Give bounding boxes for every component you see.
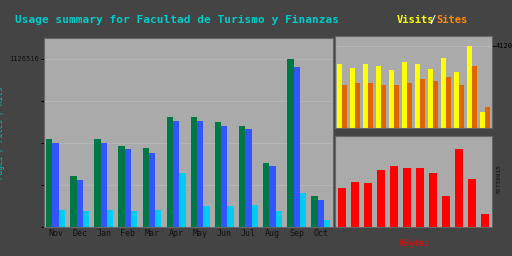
Bar: [480, 112, 485, 128]
Bar: [441, 58, 446, 128]
Bar: [317, 200, 324, 227]
Bar: [364, 183, 372, 227]
Bar: [351, 182, 359, 227]
Text: Usage summary for Facultad de Turismo y Finanzas: Usage summary for Facultad de Turismo y …: [15, 15, 339, 25]
Bar: [355, 83, 360, 128]
Bar: [390, 166, 398, 227]
Bar: [221, 126, 227, 227]
Bar: [459, 85, 464, 128]
Bar: [197, 121, 203, 227]
Bar: [215, 122, 221, 227]
Bar: [203, 206, 209, 227]
Bar: [107, 210, 113, 227]
Bar: [131, 211, 137, 227]
Bar: [125, 149, 131, 227]
Bar: [454, 72, 459, 128]
Bar: [143, 148, 149, 227]
Bar: [77, 179, 83, 227]
Bar: [245, 129, 251, 227]
Bar: [472, 66, 477, 128]
Bar: [263, 163, 269, 227]
Bar: [468, 179, 476, 227]
Text: Sites: Sites: [437, 15, 468, 25]
Bar: [402, 62, 407, 128]
Bar: [376, 66, 381, 128]
Bar: [467, 46, 472, 128]
Bar: [70, 176, 77, 227]
Bar: [227, 206, 233, 227]
Bar: [429, 173, 437, 227]
Bar: [94, 139, 101, 227]
Bar: [433, 81, 438, 128]
Bar: [300, 193, 306, 227]
Bar: [155, 210, 161, 227]
Bar: [337, 64, 342, 128]
Bar: [337, 188, 346, 227]
Bar: [167, 117, 173, 227]
Bar: [442, 196, 450, 227]
Bar: [389, 70, 394, 128]
Bar: [287, 59, 293, 227]
Bar: [377, 170, 385, 227]
Bar: [407, 83, 412, 128]
Bar: [52, 143, 59, 227]
Bar: [368, 83, 373, 128]
Text: KBytes: KBytes: [400, 239, 430, 248]
Bar: [446, 77, 451, 128]
Bar: [118, 146, 125, 227]
Bar: [415, 64, 420, 128]
Bar: [363, 64, 368, 128]
Bar: [420, 79, 425, 128]
Bar: [191, 117, 197, 227]
Bar: [179, 173, 185, 227]
Bar: [403, 168, 411, 227]
Bar: [173, 121, 179, 227]
Bar: [251, 205, 258, 227]
Text: /: /: [429, 15, 435, 25]
Text: Visits: Visits: [396, 15, 434, 25]
Bar: [428, 69, 433, 128]
Bar: [394, 85, 399, 128]
Bar: [416, 168, 424, 227]
Bar: [83, 211, 89, 227]
Bar: [324, 220, 330, 227]
Bar: [485, 108, 490, 128]
Bar: [455, 149, 463, 227]
Bar: [481, 214, 489, 227]
Bar: [269, 166, 275, 227]
Text: 70739915: 70739915: [497, 164, 502, 194]
Bar: [350, 68, 355, 128]
Bar: [275, 211, 282, 227]
Bar: [381, 85, 386, 128]
Bar: [311, 196, 317, 227]
Bar: [46, 139, 52, 227]
Bar: [342, 85, 347, 128]
Bar: [149, 153, 155, 227]
Bar: [239, 126, 245, 227]
Bar: [59, 210, 65, 227]
Y-axis label: Pages / Files / Hits: Pages / Files / Hits: [0, 86, 6, 179]
Bar: [293, 67, 300, 227]
Bar: [101, 143, 107, 227]
